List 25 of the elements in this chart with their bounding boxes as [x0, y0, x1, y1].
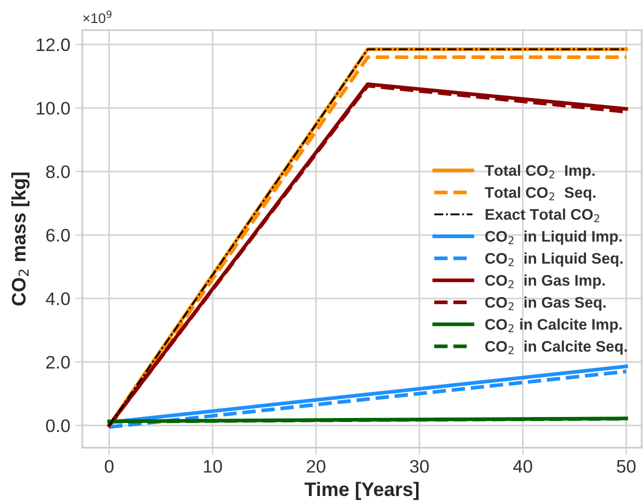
y-tick-label: 6.0 — [46, 228, 70, 242]
legend-label: Exact Total CO$_{2}$ — [486, 208, 600, 222]
y-axis-title: CO$_{2}$ mass [kg] — [11, 172, 30, 306]
legend-label: CO$_{2}$ in Gas Imp. — [485, 274, 605, 289]
x-axis-title: Time [Years] — [304, 482, 419, 500]
legend-label: CO$_{2}$ in Gas Seq. — [485, 296, 606, 311]
x-tick-label: 30 — [410, 460, 429, 473]
legend-label: CO$_{2}$ in Calcite Seq. — [485, 340, 627, 355]
legend-label: Total CO$_{2}$ Seq. — [484, 186, 596, 201]
legend-label: CO$_{2}$ in Calcite Imp. — [485, 318, 622, 333]
x-tick-label: 50 — [616, 460, 636, 473]
x-tick-label: 0 — [104, 460, 114, 473]
text: ×10$^{9}$ — [83, 10, 112, 24]
y-tick-label: 2.0 — [46, 356, 70, 369]
x-tick-label: 40 — [513, 460, 532, 473]
y-tick-label: 10.0 — [36, 102, 70, 115]
x-tick-label: 10 — [204, 460, 222, 473]
y-tick-label: 4.0 — [46, 292, 70, 306]
y-tick-label: 0.0 — [46, 419, 70, 432]
y-tick-label: 8.0 — [46, 165, 70, 178]
legend-label: CO$_{2}$ in Liquid Imp. — [485, 230, 622, 245]
y-tick-label: 12.0 — [36, 38, 70, 52]
legend-label: Total CO$_{2}$ Imp. — [484, 164, 595, 179]
x-tick-label: 20 — [306, 460, 326, 473]
legend-label: CO$_{2}$ in Liquid Seq. — [485, 252, 623, 267]
